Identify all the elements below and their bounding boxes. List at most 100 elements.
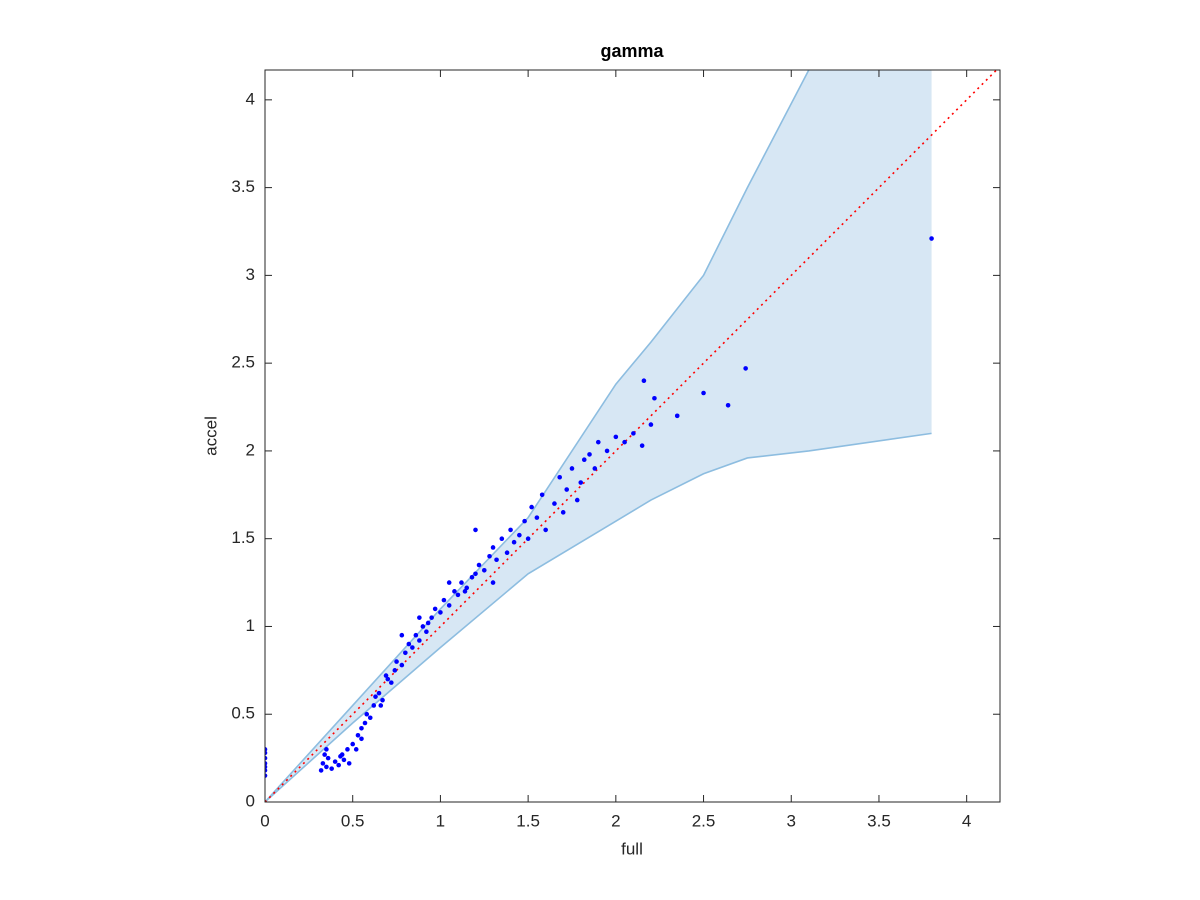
scatter-point	[265, 750, 268, 756]
y-tick-label: 1.5	[231, 528, 255, 547]
scatter-point	[425, 620, 431, 626]
scatter-point	[338, 754, 343, 759]
axes: 0 0.5 1 1.5 2 2.5 3 3.5 4 0 0.5 1 1.5 2 2.5 3 3.5 4	[231, 69, 1001, 830]
scatter-point	[648, 422, 654, 427]
scatter-point	[674, 413, 680, 419]
scatter-point	[350, 741, 356, 747]
scatter-point	[613, 434, 619, 440]
scatter-point	[359, 736, 364, 742]
scatter-point	[522, 518, 527, 524]
scatter-point	[595, 439, 601, 445]
scatter-point	[511, 539, 517, 545]
scatter-point	[525, 536, 531, 541]
scatter-point	[560, 510, 566, 515]
y-tick-label: 2	[246, 440, 255, 459]
y-tick-label: 0	[246, 791, 255, 810]
scatter-point	[392, 668, 398, 673]
scatter-point	[592, 466, 598, 471]
scatter-point	[359, 725, 364, 731]
scatter-point	[385, 676, 391, 682]
scatter-point	[452, 589, 457, 594]
scatter-point	[265, 755, 268, 761]
scatter-point	[569, 466, 575, 471]
scatter-point	[455, 592, 461, 598]
scatter-point	[446, 580, 452, 585]
scatter-point	[265, 747, 268, 752]
scatter-point	[355, 732, 361, 738]
scatter-point	[325, 755, 331, 761]
scatter-point	[329, 766, 334, 771]
x-tick-label: 1	[436, 811, 445, 830]
scatter-point	[508, 527, 513, 533]
chart-title: gamma	[600, 41, 664, 61]
scatter-point	[406, 641, 412, 647]
y-tick-label: 0.5	[231, 704, 255, 723]
scatter-point	[424, 629, 429, 635]
scatter-point	[353, 747, 359, 752]
scatter-point	[345, 747, 350, 752]
scatter-point	[362, 720, 368, 726]
scatter-point	[324, 747, 329, 752]
scatter-point	[481, 567, 487, 573]
x-tick-label: 2	[611, 811, 620, 830]
scatter-point	[578, 480, 584, 485]
scatter-point	[641, 378, 647, 384]
scatter-point	[494, 557, 499, 563]
scatter-point	[318, 768, 324, 773]
y-axis-label: accel	[201, 416, 220, 456]
scatter-point	[517, 532, 522, 538]
scatter-point	[373, 694, 378, 699]
y-tick-label: 4	[246, 89, 255, 108]
scatter-point	[534, 515, 540, 520]
scatter-point	[469, 575, 475, 580]
scatter-point	[420, 624, 426, 629]
x-tick-label: 1.5	[516, 811, 540, 830]
scatter-point	[529, 504, 534, 510]
scatter-point	[490, 580, 496, 585]
scatter-point	[399, 632, 405, 638]
band-lower-edge	[265, 432, 932, 802]
scatter-point	[341, 757, 347, 763]
scatter-point	[438, 610, 443, 615]
y-tick-label: 1	[246, 616, 255, 635]
scatter-point	[380, 697, 385, 703]
scatter-point	[364, 711, 370, 717]
scatter-point	[389, 680, 394, 685]
scatter-point	[499, 536, 505, 541]
scatter-point	[574, 497, 580, 503]
scatter-point	[743, 366, 748, 371]
axes-box	[264, 69, 1001, 803]
scatter-point	[429, 615, 434, 620]
scatter-point	[564, 487, 570, 492]
scatter-point	[557, 474, 563, 480]
scatter-point	[417, 638, 422, 643]
scatter-point	[587, 452, 592, 457]
scatter-point	[371, 703, 377, 708]
scatter-point	[701, 390, 706, 396]
x-axis-label: full	[621, 839, 643, 858]
scatter-point	[504, 550, 510, 556]
scatter-point	[332, 759, 338, 764]
scatter-point	[403, 650, 408, 656]
y-tick-label: 3	[246, 265, 255, 284]
x-tick-label: 0	[260, 811, 269, 830]
scatter-point	[410, 645, 415, 650]
scatter-point	[581, 457, 587, 462]
scatter-point	[725, 402, 731, 408]
scatter-point	[459, 580, 464, 585]
scatter-point	[622, 439, 627, 445]
scatter-point	[378, 703, 384, 708]
scatter-point	[490, 545, 496, 550]
scatter-point	[552, 501, 557, 506]
scatter-point	[604, 448, 610, 454]
scatter-point	[631, 431, 636, 436]
scatter-point	[476, 562, 482, 568]
x-tick-label: 3	[787, 811, 796, 830]
scatter-point	[367, 715, 373, 721]
scatter-point	[265, 761, 268, 766]
scatter-point	[413, 632, 419, 638]
x-tick-label: 3.5	[867, 811, 891, 830]
scatter-point	[265, 773, 268, 778]
